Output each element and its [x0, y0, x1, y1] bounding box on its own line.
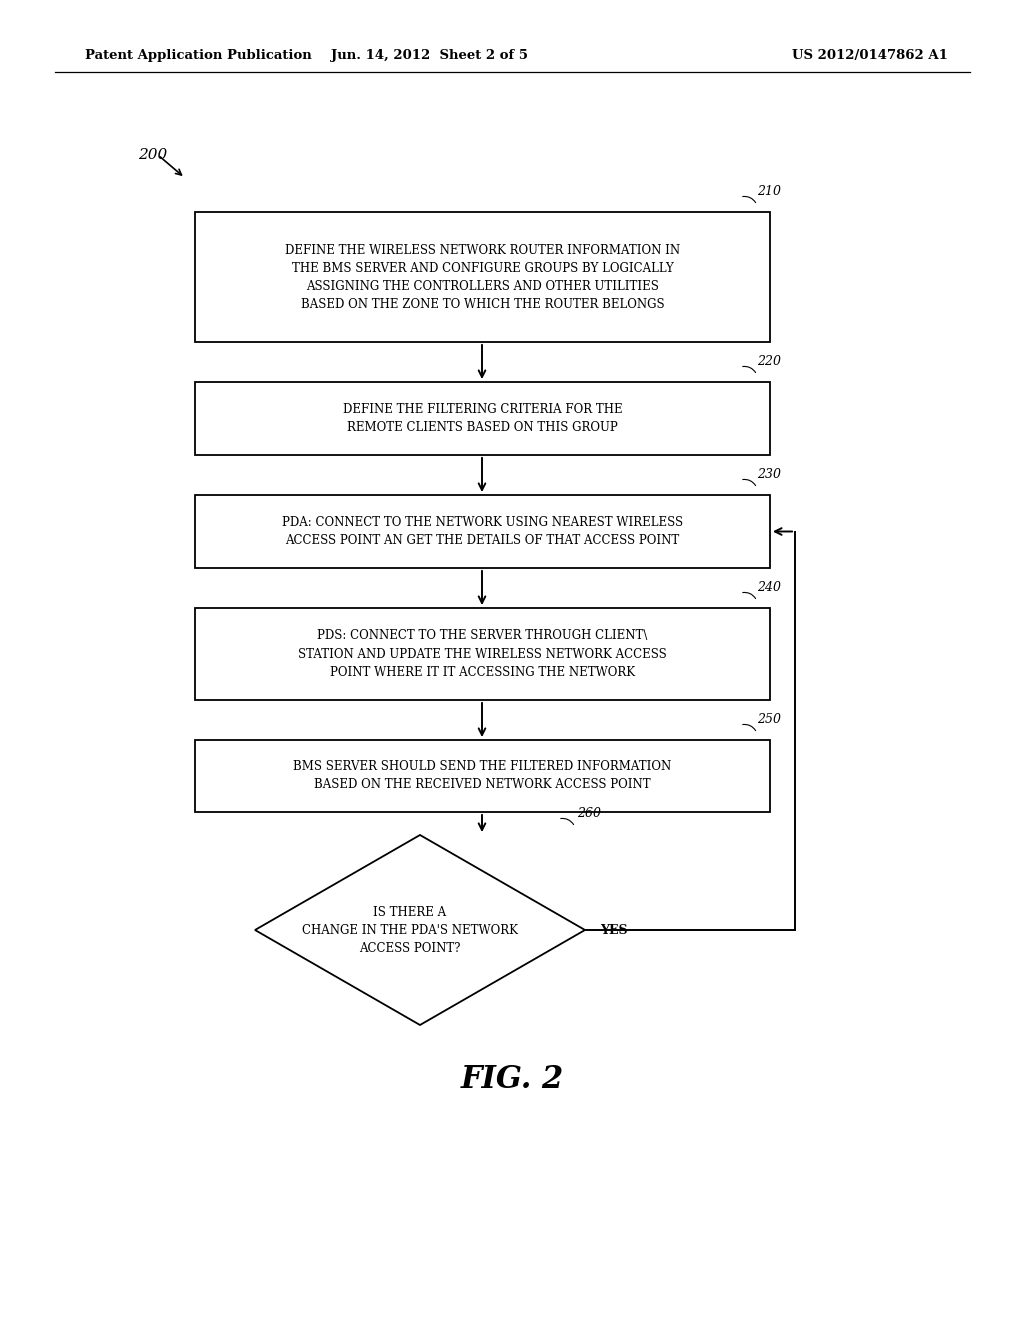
Bar [195, 381, 770, 455]
Text: 220: 220 [757, 355, 781, 368]
Text: PDA: CONNECT TO THE NETWORK USING NEAREST WIRELESS
ACCESS POINT AN GET THE DETAI: PDA: CONNECT TO THE NETWORK USING NEARES… [282, 516, 683, 546]
Text: Patent Application Publication: Patent Application Publication [85, 49, 311, 62]
Text: US 2012/0147862 A1: US 2012/0147862 A1 [792, 49, 948, 62]
Text: Jun. 14, 2012  Sheet 2 of 5: Jun. 14, 2012 Sheet 2 of 5 [332, 49, 528, 62]
Text: DEFINE THE FILTERING CRITERIA FOR THE
REMOTE CLIENTS BASED ON THIS GROUP: DEFINE THE FILTERING CRITERIA FOR THE RE… [343, 403, 623, 434]
Text: 230: 230 [757, 469, 781, 480]
Text: YES: YES [600, 924, 628, 936]
Text: 240: 240 [757, 581, 781, 594]
Text: IS THERE A
CHANGE IN THE PDA'S NETWORK
ACCESS POINT?: IS THERE A CHANGE IN THE PDA'S NETWORK A… [302, 906, 518, 954]
Text: DEFINE THE WIRELESS NETWORK ROUTER INFORMATION IN
THE BMS SERVER AND CONFIGURE G: DEFINE THE WIRELESS NETWORK ROUTER INFOR… [285, 243, 680, 310]
Bar [195, 213, 770, 342]
Bar [195, 609, 770, 700]
Text: 250: 250 [757, 713, 781, 726]
Text: 210: 210 [757, 185, 781, 198]
Polygon shape [255, 836, 585, 1026]
Text: 260: 260 [577, 807, 601, 820]
Text: FIG. 2: FIG. 2 [461, 1064, 563, 1096]
Text: PDS: CONNECT TO THE SERVER THROUGH CLIENT\
STATION AND UPDATE THE WIRELESS NETWO: PDS: CONNECT TO THE SERVER THROUGH CLIEN… [298, 630, 667, 678]
Text: BMS SERVER SHOULD SEND THE FILTERED INFORMATION
BASED ON THE RECEIVED NETWORK AC: BMS SERVER SHOULD SEND THE FILTERED INFO… [293, 760, 672, 792]
Bar [195, 741, 770, 812]
Bar [195, 495, 770, 568]
Text: 200: 200 [138, 148, 167, 162]
